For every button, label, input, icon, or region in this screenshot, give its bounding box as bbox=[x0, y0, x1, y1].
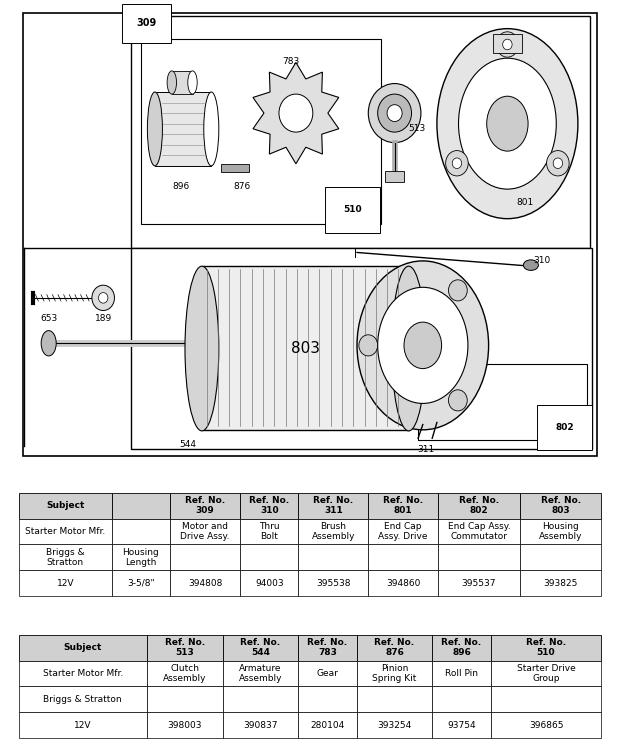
Text: 544: 544 bbox=[179, 441, 197, 450]
Ellipse shape bbox=[204, 92, 219, 166]
Ellipse shape bbox=[392, 266, 425, 431]
Text: 510: 510 bbox=[343, 206, 361, 215]
Ellipse shape bbox=[378, 94, 412, 132]
Text: 189: 189 bbox=[95, 314, 112, 323]
Ellipse shape bbox=[404, 322, 441, 368]
Ellipse shape bbox=[446, 151, 468, 176]
Ellipse shape bbox=[547, 151, 569, 176]
Polygon shape bbox=[253, 62, 339, 163]
Bar bbox=[141, 39, 381, 224]
Text: 783: 783 bbox=[282, 56, 299, 66]
Text: 653: 653 bbox=[40, 314, 57, 323]
Text: 310: 310 bbox=[534, 257, 551, 265]
Bar bbox=[131, 16, 590, 248]
Ellipse shape bbox=[523, 260, 538, 270]
Text: 311: 311 bbox=[417, 444, 434, 453]
Ellipse shape bbox=[448, 390, 467, 411]
Ellipse shape bbox=[487, 96, 528, 151]
Text: 896: 896 bbox=[172, 181, 190, 191]
Ellipse shape bbox=[448, 280, 467, 301]
Ellipse shape bbox=[185, 266, 219, 431]
Ellipse shape bbox=[41, 331, 56, 356]
Bar bbox=[202, 266, 409, 430]
Bar bbox=[172, 71, 192, 94]
Ellipse shape bbox=[452, 158, 462, 169]
Text: 309: 309 bbox=[136, 18, 156, 28]
Ellipse shape bbox=[92, 285, 115, 310]
Text: 876: 876 bbox=[234, 181, 251, 191]
Ellipse shape bbox=[459, 58, 556, 189]
Ellipse shape bbox=[359, 335, 378, 356]
Ellipse shape bbox=[188, 71, 197, 94]
Text: © ReplacementParts.com: © ReplacementParts.com bbox=[256, 394, 364, 403]
Ellipse shape bbox=[378, 288, 468, 404]
Ellipse shape bbox=[437, 29, 578, 218]
Text: 801: 801 bbox=[517, 198, 534, 207]
Bar bbox=[418, 364, 587, 441]
Ellipse shape bbox=[167, 71, 177, 94]
Bar bbox=[131, 248, 592, 449]
Ellipse shape bbox=[279, 94, 313, 132]
Bar bbox=[155, 92, 211, 166]
Ellipse shape bbox=[368, 84, 421, 142]
Bar bbox=[221, 163, 249, 172]
Ellipse shape bbox=[99, 293, 108, 303]
Ellipse shape bbox=[496, 32, 519, 57]
Text: 802: 802 bbox=[556, 423, 574, 432]
Ellipse shape bbox=[357, 261, 489, 430]
Text: 803: 803 bbox=[291, 341, 320, 356]
Text: 513: 513 bbox=[409, 124, 426, 133]
Ellipse shape bbox=[387, 105, 402, 121]
Bar bbox=[494, 34, 521, 53]
Ellipse shape bbox=[148, 92, 162, 166]
Ellipse shape bbox=[503, 39, 512, 50]
Ellipse shape bbox=[553, 158, 562, 169]
Bar bbox=[385, 171, 404, 181]
